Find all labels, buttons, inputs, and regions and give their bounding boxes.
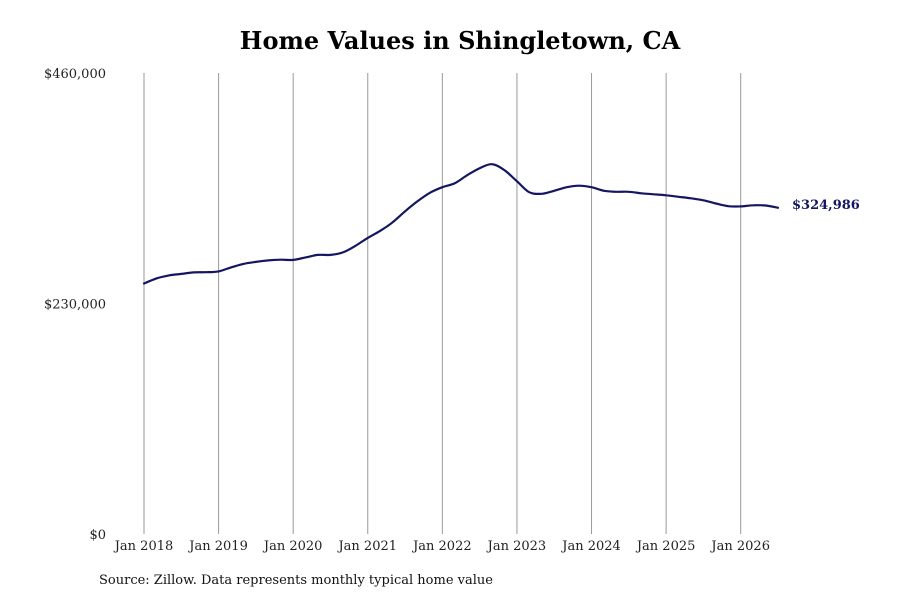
y-tick-label: $0: [89, 528, 106, 543]
x-tick-label: Jan 2023: [486, 539, 547, 554]
x-tick-label: Jan 2026: [709, 539, 770, 554]
series-line: [142, 163, 780, 285]
x-tick-label: Jan 2022: [411, 539, 472, 554]
x-tick-label: Jan 2024: [560, 539, 621, 554]
chart-title: Home Values in Shingletown, CA: [239, 26, 681, 55]
x-tick-label: Jan 2025: [635, 539, 696, 554]
x-tick-label: Jan 2020: [262, 539, 323, 554]
x-tick-label: Jan 2018: [113, 539, 174, 554]
end-value-label: $324,986: [792, 198, 860, 213]
x-tick-label: Jan 2019: [187, 539, 248, 554]
source-note: Source: Zillow. Data represents monthly …: [99, 573, 493, 588]
x-tick-label: Jan 2021: [336, 539, 397, 554]
y-tick-label: $460,000: [44, 67, 106, 82]
y-tick-label: $230,000: [44, 298, 106, 313]
